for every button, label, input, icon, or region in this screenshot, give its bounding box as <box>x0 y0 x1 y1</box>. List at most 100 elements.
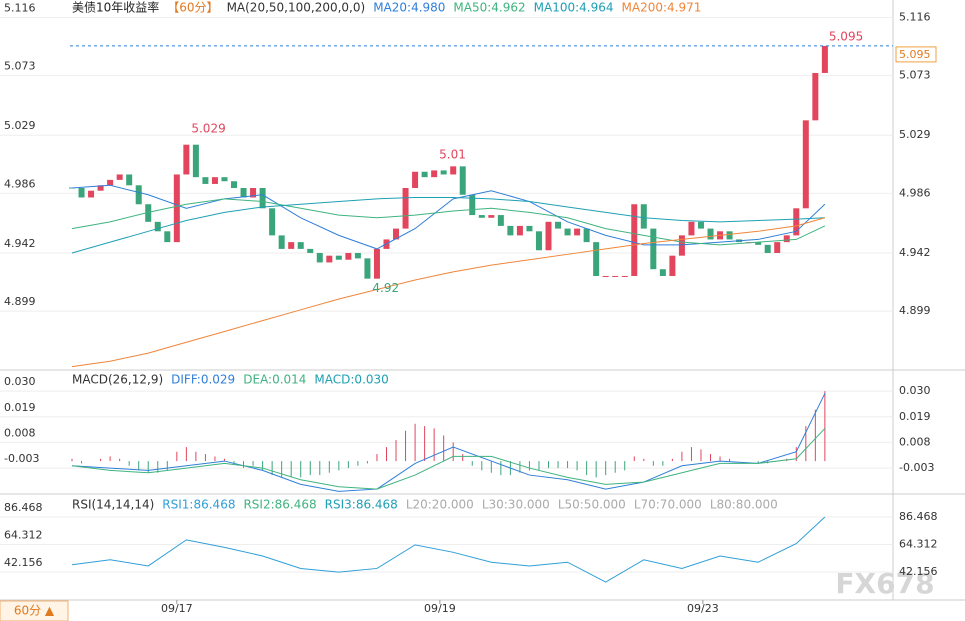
y-tick-label: 4.899 <box>4 295 36 308</box>
candle <box>755 242 762 245</box>
candle <box>545 221 552 251</box>
candle <box>602 275 609 277</box>
y-tick-label: 5.116 <box>4 1 36 14</box>
indicator-line <box>71 428 826 490</box>
candle <box>345 252 352 260</box>
y-tick-label: 0.030 <box>899 384 931 397</box>
legend-entry: MA(20,50,100,200,0,0) <box>227 1 366 15</box>
y-tick-label: 4.986 <box>4 177 36 190</box>
y-tick-label: 0.008 <box>4 426 36 439</box>
candle <box>431 170 438 178</box>
candle <box>516 225 523 236</box>
candle <box>774 242 781 253</box>
y-tick-label: 0.019 <box>899 410 931 423</box>
candle <box>97 185 104 191</box>
legend-entry: MACD:0.030 <box>314 373 388 387</box>
candle <box>688 221 695 236</box>
candle <box>659 269 666 276</box>
candle <box>650 228 657 270</box>
legend-entry: MA100:4.964 <box>534 1 614 15</box>
candle <box>202 177 209 184</box>
legend-entry: 【60分】 <box>167 1 218 15</box>
candle <box>421 171 428 178</box>
last-price-annotation: 5.095 <box>829 29 863 43</box>
legend-entry: 美债10年收益率 <box>72 0 159 15</box>
indicator-line <box>71 198 826 246</box>
legend-entry: MACD(26,12,9) <box>72 373 163 387</box>
indicator-line <box>71 196 825 254</box>
candle <box>469 194 476 216</box>
candle <box>316 252 323 263</box>
y-tick-label: 64.312 <box>899 537 938 550</box>
candle <box>250 188 257 198</box>
candle <box>783 235 790 243</box>
candle <box>555 221 562 229</box>
period-button[interactable] <box>0 600 69 621</box>
last-price-label: 5.095 <box>899 48 931 61</box>
legend-entry: RSI(14,14,14) <box>72 498 154 512</box>
candle <box>259 188 266 209</box>
candle <box>402 188 409 229</box>
y-tick-label: 0.030 <box>4 375 36 388</box>
legend-entry: L80:80.000 <box>710 498 778 512</box>
last-price-box <box>895 46 937 63</box>
legend-entry: DEA:0.014 <box>243 373 306 387</box>
candle <box>574 228 581 236</box>
candle <box>135 185 142 205</box>
period-button-label[interactable]: 60分 ▲ <box>14 604 55 618</box>
legend-entry: DIFF:0.029 <box>171 373 235 387</box>
legend-entry: MA50:4.962 <box>453 1 525 15</box>
candle <box>154 221 161 232</box>
candle <box>793 208 800 236</box>
legend-entry: L30:30.000 <box>482 498 550 512</box>
legend-entry: MA20:4.980 <box>373 1 445 15</box>
candle <box>535 231 542 251</box>
candle <box>488 215 495 218</box>
candle <box>278 235 285 249</box>
candle <box>173 174 180 243</box>
y-tick-label: 4.942 <box>899 246 931 259</box>
candle <box>183 144 190 175</box>
candle <box>450 166 457 175</box>
candle <box>726 231 733 240</box>
candle <box>116 174 123 180</box>
candle <box>211 177 218 184</box>
candle <box>335 255 342 260</box>
x-tick-label: 09/19 <box>424 602 456 615</box>
y-tick-label: 5.029 <box>899 128 931 141</box>
y-tick-label: 42.156 <box>899 565 938 578</box>
indicator-line <box>71 184 826 250</box>
candle <box>631 204 638 276</box>
candle <box>221 177 228 182</box>
y-tick-label: 86.468 <box>899 510 938 523</box>
legend-entry: L20:20.000 <box>406 498 474 512</box>
y-tick-label: 5.116 <box>899 10 931 23</box>
legend-entry: RSI3:86.468 <box>325 498 398 512</box>
legend-entry: L50:50.000 <box>558 498 626 512</box>
candle <box>583 228 590 243</box>
candle <box>88 190 95 198</box>
candle <box>821 45 828 73</box>
candle <box>412 171 419 188</box>
annotation: 5.029 <box>191 122 225 136</box>
candle <box>307 248 314 253</box>
y-tick-label: 86.468 <box>4 501 43 514</box>
candle <box>507 225 514 236</box>
y-tick-label: 4.942 <box>4 237 36 250</box>
legend-entry: MA200:4.971 <box>622 1 702 15</box>
candle <box>393 228 400 240</box>
candle <box>354 252 361 259</box>
candle <box>497 215 504 226</box>
candle <box>297 242 304 249</box>
annotation: 5.01 <box>439 147 466 161</box>
indicator-line <box>71 393 826 492</box>
candle <box>621 275 628 277</box>
annotation: 4.92 <box>372 281 399 295</box>
candle <box>707 228 714 240</box>
candle <box>593 242 600 276</box>
watermark: FX678 <box>835 567 934 600</box>
candle <box>612 275 619 277</box>
y-tick-label: 5.029 <box>4 119 36 132</box>
